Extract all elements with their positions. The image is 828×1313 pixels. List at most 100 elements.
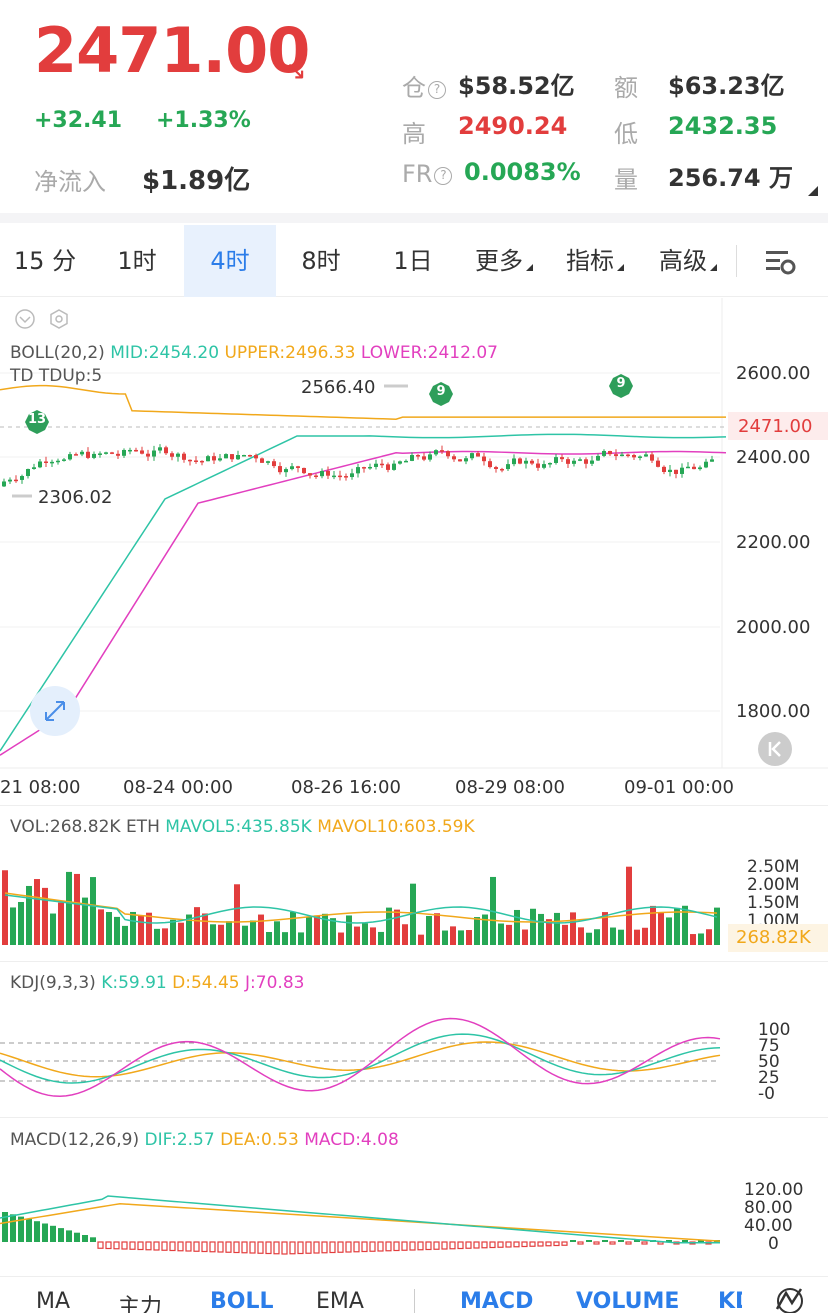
candle-body (458, 459, 462, 462)
macd-bar (249, 1241, 256, 1254)
candle-body (326, 470, 330, 476)
volume-chart[interactable] (0, 840, 828, 952)
candle-body (674, 469, 678, 474)
macd-bar (145, 1241, 152, 1251)
scroll-to-latest-button[interactable] (758, 732, 792, 766)
macd-chart[interactable] (0, 1160, 828, 1270)
nav-macd[interactable]: MACD (460, 1289, 534, 1313)
macd-bar (137, 1241, 144, 1251)
candle-body (506, 464, 510, 470)
divider (0, 805, 828, 806)
x-tick: 08-24 00:00 (123, 777, 233, 798)
vol-bar (514, 909, 520, 945)
macd-bar (666, 1240, 672, 1242)
tab-1h[interactable]: 1时 (117, 247, 157, 275)
vol-bar (154, 928, 160, 945)
td-badge-label: 13 (27, 412, 47, 427)
candle-body (236, 455, 240, 460)
vol-bar (378, 931, 384, 945)
vol-bar (570, 912, 576, 945)
nav-kdj[interactable]: KD (718, 1289, 742, 1313)
draw-tool-icon[interactable] (774, 1285, 806, 1313)
vol-bar (466, 930, 472, 945)
candle-body (110, 452, 114, 454)
candle-body (476, 453, 480, 457)
mavol5-line (4, 894, 718, 924)
candle-body (440, 450, 444, 452)
vol-bar (522, 929, 528, 945)
macd-bar (625, 1241, 632, 1245)
candle-body (74, 454, 78, 456)
stat-oi-label[interactable]: 仓? (402, 68, 446, 103)
vol-bar (394, 909, 400, 945)
tab-15m[interactable]: 15 分 (13, 247, 77, 275)
vol-current-tag: 268.82K (728, 924, 828, 952)
nav-boll[interactable]: BOLL (210, 1289, 274, 1313)
candle-body (56, 460, 60, 463)
macd-bar (42, 1223, 48, 1242)
candle-body (86, 451, 90, 458)
candle-body (272, 461, 276, 467)
candle-body (488, 461, 492, 468)
tab-indicators[interactable]: 指标 (550, 225, 640, 297)
boll-lower: LOWER:2412.07 (360, 343, 498, 363)
nav-main-force[interactable]: 主力 (118, 1295, 163, 1313)
vol-bar (594, 929, 600, 945)
candle-body (188, 459, 192, 462)
macd-label: MACD(12,26,9) (10, 1130, 140, 1150)
divider (0, 1117, 828, 1118)
macd-bar (570, 1240, 576, 1242)
candle-body (710, 459, 714, 462)
tab-1d[interactable]: 1日 (393, 247, 433, 275)
td-badge-icon (609, 374, 633, 398)
macd-bar (634, 1240, 640, 1242)
candlestick-chart[interactable] (0, 298, 828, 803)
candle-body (26, 468, 30, 477)
info-icon[interactable]: ? (428, 81, 446, 99)
expand-stats-icon[interactable] (808, 186, 818, 196)
chart-settings-icon[interactable] (764, 247, 800, 277)
tab-advanced[interactable]: 高级 (642, 225, 734, 297)
vol-bar (562, 924, 568, 945)
vol-bar (554, 912, 560, 945)
candle-body (578, 459, 582, 461)
macd-bar (281, 1241, 288, 1255)
vol-bar (98, 909, 104, 945)
section-divider (0, 213, 828, 223)
vol-bar (386, 907, 392, 945)
candle-body (554, 457, 558, 463)
boll-label: BOLL(20,2) (10, 343, 105, 363)
candle-body (572, 460, 576, 464)
candle-body (392, 463, 396, 470)
nav-ma[interactable]: MA (36, 1289, 71, 1313)
candle-body (452, 456, 456, 460)
vol-bar (322, 913, 328, 945)
macd-bar (609, 1241, 616, 1245)
settings-hex-icon[interactable] (50, 309, 68, 329)
tab-8h[interactable]: 8时 (301, 247, 341, 275)
vol-bar (634, 929, 640, 945)
collapse-icon[interactable] (15, 309, 35, 329)
y-tick: 1800.00 (736, 701, 811, 722)
candle-body (518, 458, 522, 464)
macd-tick: 40.00 (744, 1216, 793, 1236)
macd-bar (241, 1241, 248, 1254)
stat-fr-label[interactable]: FR? (402, 160, 453, 188)
candle-body (614, 454, 618, 457)
high-annotation: 2566.40 (301, 377, 376, 398)
nav-volume[interactable]: VOLUME (576, 1289, 680, 1313)
vol-bar (714, 907, 720, 945)
tab-more[interactable]: 更多 (458, 225, 550, 297)
y-tick: 2000.00 (736, 617, 811, 638)
kdj-chart[interactable] (0, 1000, 828, 1112)
macd-bar (505, 1241, 512, 1248)
candle-body (668, 469, 672, 472)
fullscreen-button[interactable] (30, 686, 80, 736)
stat-volume-label: 量 (614, 166, 638, 194)
candle-body (680, 467, 684, 474)
nav-ema[interactable]: EMA (316, 1289, 364, 1313)
info-icon[interactable]: ? (434, 167, 453, 185)
candle-body (224, 454, 228, 459)
candle-body (104, 452, 108, 454)
tab-4h[interactable]: 4时 (184, 225, 276, 297)
